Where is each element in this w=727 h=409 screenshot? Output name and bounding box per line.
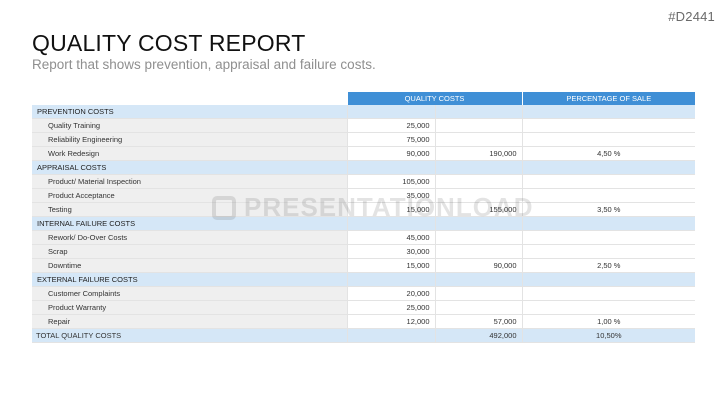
item-cost: 105,000 [346, 174, 435, 189]
page-title: QUALITY COST REPORT [32, 30, 306, 56]
header-spacer [32, 92, 347, 105]
section-row: INTERNAL FAILURE COSTS [32, 216, 696, 231]
section-cell-empty [521, 272, 696, 287]
section-cell-empty [434, 272, 523, 287]
quality-cost-table: QUALITY COSTS PERCENTAGE OF SALE PREVENT… [32, 92, 696, 343]
item-cost: 90,000 [346, 146, 435, 161]
item-cost: 12,000 [346, 314, 435, 329]
item-label: Product Acceptance [32, 188, 347, 203]
table-row: Product Acceptance 35,000 [32, 188, 696, 203]
table-row: Reliability Engineering 75,000 [32, 132, 696, 147]
section-row: APPRAISAL COSTS [32, 160, 696, 175]
item-label: Quality Training [32, 118, 347, 133]
item-subtotal [434, 174, 523, 189]
section-cell-empty [346, 105, 435, 119]
total-label: TOTAL QUALITY COSTS [32, 328, 347, 343]
item-subtotal: 190,000 [434, 146, 523, 161]
item-percentage [521, 244, 696, 259]
table-row: Customer Complaints 20,000 [32, 286, 696, 301]
item-percentage [521, 286, 696, 301]
total-cost [346, 328, 435, 343]
item-subtotal [434, 300, 523, 315]
table-row: Product Warranty 25,000 [32, 300, 696, 315]
table-header-row: QUALITY COSTS PERCENTAGE OF SALE [32, 92, 696, 105]
item-percentage [521, 300, 696, 315]
section-cell-empty [346, 272, 435, 287]
section-row: PREVENTION COSTS [32, 105, 696, 119]
item-label: Scrap [32, 244, 347, 259]
section-label: EXTERNAL FAILURE COSTS [32, 272, 347, 287]
item-subtotal [434, 132, 523, 147]
section-cell-empty [521, 160, 696, 175]
section-cell-empty [434, 216, 523, 231]
item-subtotal: 57,000 [434, 314, 523, 329]
item-label: Repair [32, 314, 347, 329]
section-cell-empty [521, 216, 696, 231]
item-cost: 35,000 [346, 188, 435, 203]
item-percentage [521, 174, 696, 189]
table-row: Quality Training 25,000 [32, 118, 696, 133]
table-row: Repair 12,000 57,000 1,00 % [32, 314, 696, 329]
item-cost: 45,000 [346, 230, 435, 245]
table-row: Scrap 30,000 [32, 244, 696, 259]
item-percentage [521, 118, 696, 133]
section-cell-empty [521, 105, 696, 119]
item-label: Customer Complaints [32, 286, 347, 301]
table-row: Rework/ Do-Over Costs 45,000 [32, 230, 696, 245]
item-subtotal: 90,000 [434, 258, 523, 273]
item-percentage [521, 132, 696, 147]
item-percentage: 1,00 % [521, 314, 696, 329]
item-percentage [521, 188, 696, 203]
item-label: Work Redesign [32, 146, 347, 161]
item-percentage: 3,50 % [521, 202, 696, 217]
section-cell-empty [346, 160, 435, 175]
item-percentage: 2,50 % [521, 258, 696, 273]
total-subtotal: 492,000 [434, 328, 523, 343]
item-label: Downtime [32, 258, 347, 273]
header-percentage-of-sale: PERCENTAGE OF SALE [521, 92, 696, 105]
slide-id: #D2441 [668, 9, 715, 24]
section-cell-empty [434, 160, 523, 175]
item-label: Product Warranty [32, 300, 347, 315]
header-quality-costs: QUALITY COSTS [346, 92, 523, 105]
table-row: Work Redesign 90,000 190,000 4,50 % [32, 146, 696, 161]
section-cell-empty [346, 216, 435, 231]
item-subtotal [434, 244, 523, 259]
section-label: INTERNAL FAILURE COSTS [32, 216, 347, 231]
item-cost: 75,000 [346, 132, 435, 147]
item-subtotal [434, 118, 523, 133]
item-label: Rework/ Do-Over Costs [32, 230, 347, 245]
section-cell-empty [434, 105, 523, 119]
total-row: TOTAL QUALITY COSTS 492,000 10,50% [32, 328, 696, 343]
section-row: EXTERNAL FAILURE COSTS [32, 272, 696, 287]
section-label: APPRAISAL COSTS [32, 160, 347, 175]
item-cost: 20,000 [346, 286, 435, 301]
table-row: Downtime 15,000 90,000 2,50 % [32, 258, 696, 273]
item-subtotal [434, 188, 523, 203]
item-label: Product/ Material Inspection [32, 174, 347, 189]
item-cost: 25,000 [346, 300, 435, 315]
item-subtotal: 155,000 [434, 202, 523, 217]
item-percentage: 4,50 % [521, 146, 696, 161]
item-cost: 25,000 [346, 118, 435, 133]
table-row: Product/ Material Inspection 105,000 [32, 174, 696, 189]
page-subtitle: Report that shows prevention, appraisal … [32, 57, 376, 72]
section-label: PREVENTION COSTS [32, 105, 347, 119]
table-body: PREVENTION COSTS Quality Training 25,000 Re… [32, 105, 696, 343]
item-percentage [521, 230, 696, 245]
item-label: Reliability Engineering [32, 132, 347, 147]
item-cost: 30,000 [346, 244, 435, 259]
item-label: Testing [32, 202, 347, 217]
item-cost: 15,000 [346, 202, 435, 217]
table-row: Testing 15,000 155,000 3,50 % [32, 202, 696, 217]
item-cost: 15,000 [346, 258, 435, 273]
total-percentage: 10,50% [521, 328, 696, 343]
item-subtotal [434, 230, 523, 245]
item-subtotal [434, 286, 523, 301]
